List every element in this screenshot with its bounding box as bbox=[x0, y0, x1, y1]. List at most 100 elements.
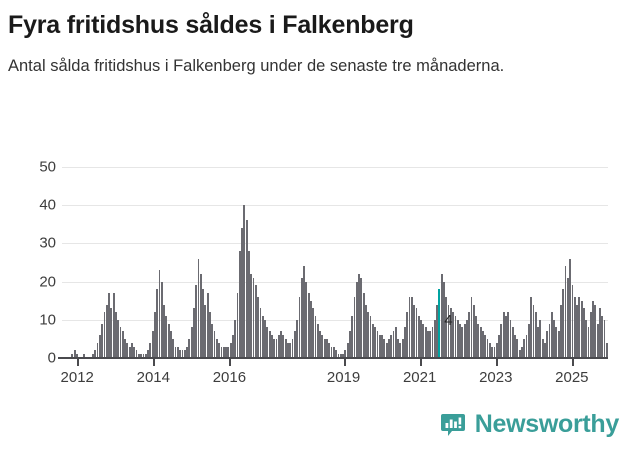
chart-subtitle: Antal sålda fritidshus i Falkenberg unde… bbox=[8, 57, 505, 75]
bar bbox=[587, 327, 590, 358]
bar bbox=[206, 293, 209, 358]
bar bbox=[112, 293, 115, 358]
bar bbox=[259, 308, 262, 358]
bar bbox=[507, 312, 510, 358]
bar bbox=[174, 346, 177, 358]
bar bbox=[431, 327, 434, 358]
bar bbox=[126, 342, 129, 358]
bar bbox=[289, 342, 292, 358]
bar bbox=[135, 350, 138, 358]
bar bbox=[449, 308, 452, 358]
bar bbox=[601, 315, 604, 358]
bar bbox=[215, 338, 218, 358]
bar bbox=[546, 331, 549, 358]
bar bbox=[500, 323, 503, 358]
bar bbox=[108, 293, 110, 358]
bar bbox=[569, 258, 572, 358]
bar bbox=[172, 338, 175, 358]
bar bbox=[445, 296, 448, 358]
bar bbox=[415, 308, 418, 358]
bar bbox=[429, 331, 432, 358]
bar bbox=[248, 251, 250, 358]
bar bbox=[603, 319, 606, 358]
bar bbox=[303, 266, 305, 358]
bar bbox=[470, 296, 473, 358]
bar bbox=[452, 312, 455, 358]
y-axis-tick-label: 20 bbox=[39, 273, 56, 291]
bar bbox=[475, 315, 477, 358]
gridline bbox=[62, 243, 608, 245]
bar bbox=[358, 273, 360, 358]
bar bbox=[167, 323, 170, 358]
y-axis-tick-label: 10 bbox=[39, 311, 56, 329]
bar bbox=[472, 304, 475, 358]
bar bbox=[293, 331, 296, 358]
bar bbox=[408, 296, 411, 358]
last-value-label: 4 bbox=[444, 312, 453, 330]
bar bbox=[463, 323, 466, 358]
bar bbox=[369, 315, 372, 358]
bar bbox=[532, 304, 535, 358]
bar bbox=[383, 338, 386, 358]
bar bbox=[424, 327, 427, 358]
bar bbox=[271, 335, 273, 358]
bar bbox=[417, 315, 420, 358]
bar bbox=[257, 296, 260, 358]
bar bbox=[523, 338, 526, 358]
bar bbox=[326, 338, 328, 358]
bar bbox=[119, 327, 122, 358]
bar bbox=[307, 293, 310, 358]
bar bbox=[163, 304, 165, 358]
bar bbox=[296, 319, 299, 358]
bar bbox=[447, 304, 450, 358]
bar bbox=[197, 258, 200, 358]
bar bbox=[312, 308, 315, 358]
bar bbox=[82, 354, 85, 358]
bar bbox=[491, 346, 494, 358]
bar bbox=[339, 354, 342, 358]
bar bbox=[479, 327, 482, 358]
gridline bbox=[62, 319, 608, 321]
bar bbox=[193, 308, 195, 358]
bar bbox=[404, 327, 406, 358]
bar bbox=[211, 323, 214, 358]
bar bbox=[394, 327, 397, 358]
bar bbox=[137, 354, 140, 358]
bar bbox=[222, 346, 225, 358]
bar bbox=[468, 312, 471, 358]
bar bbox=[165, 315, 168, 358]
bar bbox=[410, 296, 413, 358]
bar bbox=[195, 285, 198, 358]
bar bbox=[98, 335, 101, 358]
bar bbox=[537, 327, 539, 358]
plot-area bbox=[62, 167, 608, 359]
bar bbox=[459, 323, 461, 358]
bar bbox=[342, 354, 344, 358]
bar bbox=[401, 338, 404, 358]
bar bbox=[227, 346, 230, 358]
bar bbox=[282, 335, 285, 358]
bar bbox=[266, 327, 269, 358]
bar bbox=[280, 331, 282, 358]
bar bbox=[273, 338, 276, 358]
bar bbox=[443, 281, 445, 358]
bar bbox=[466, 319, 468, 358]
bar bbox=[73, 350, 76, 358]
bar bbox=[238, 251, 241, 358]
bar bbox=[592, 300, 594, 358]
bar bbox=[530, 296, 533, 358]
bar bbox=[355, 281, 358, 358]
bar bbox=[511, 327, 514, 358]
bar bbox=[367, 312, 370, 358]
bar bbox=[566, 277, 569, 358]
bar bbox=[486, 338, 489, 358]
chart-page: Fyra fritidshus såldes i Falkenberg Anta… bbox=[0, 10, 631, 449]
bar bbox=[525, 335, 528, 358]
bar bbox=[521, 346, 523, 358]
bar bbox=[493, 346, 496, 358]
bar bbox=[337, 354, 340, 358]
bar bbox=[103, 312, 106, 358]
bar bbox=[564, 266, 567, 358]
bar bbox=[571, 285, 574, 358]
bar bbox=[349, 331, 351, 358]
